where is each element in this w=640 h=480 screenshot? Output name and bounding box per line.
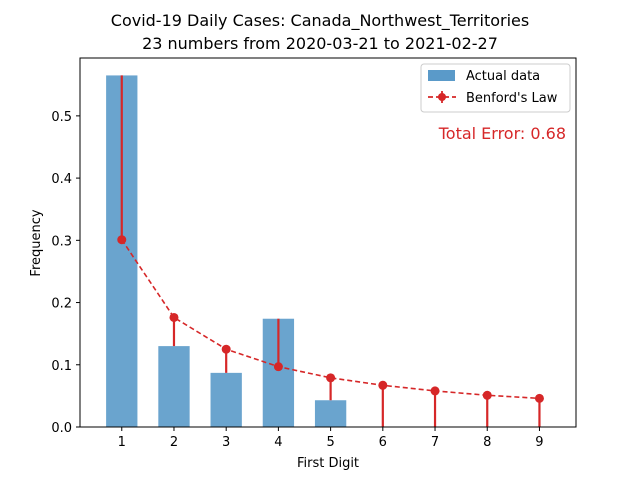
benford-point-digit-2 [169, 312, 179, 322]
y-tick-label: 0.0 [51, 421, 72, 436]
legend-benford-marker [438, 93, 446, 101]
benford-point-digit-1 [117, 235, 127, 245]
benford-point-digit-8 [482, 390, 492, 400]
benford-dashed-line [121, 239, 540, 400]
benford-point-digit-3 [221, 344, 231, 354]
x-tick-label: 7 [431, 435, 439, 450]
y-tick-label: 0.4 [51, 172, 72, 187]
y-axis-ticks: 0.0 0.1 0.2 0.3 0.4 0.5 [51, 110, 80, 436]
benford-point-digit-4 [273, 362, 283, 372]
bar-digit-3 [210, 372, 242, 427]
benford-line [117, 235, 544, 403]
benford-point-digit-5 [326, 373, 336, 383]
bar-digit-5 [314, 400, 347, 427]
legend-benford-label: Benford's Law [466, 91, 558, 106]
x-tick-label: 3 [222, 435, 230, 450]
x-tick-label: 1 [118, 435, 126, 450]
plot-frame [79, 57, 577, 428]
x-axis-label: First Digit [297, 456, 359, 471]
x-axis-ticks: 1 2 3 4 5 6 7 8 9 [118, 427, 544, 450]
benford-point-digit-6 [378, 380, 388, 390]
y-axis-label: Frequency [29, 209, 44, 276]
bar-digit-2 [158, 346, 190, 427]
y-tick-label: 0.2 [51, 297, 72, 312]
legend-bar-swatch [428, 70, 455, 81]
total-error-annotation: Total Error: 0.68 [438, 124, 566, 143]
y-tick-label: 0.1 [51, 359, 72, 374]
x-tick-label: 2 [170, 435, 178, 450]
legend-actual-data-label: Actual data [466, 69, 540, 84]
legend-box [420, 63, 571, 113]
x-tick-label: 4 [274, 435, 282, 450]
benford-point-digit-9 [534, 393, 544, 403]
benford-point-digit-7 [430, 386, 440, 396]
x-tick-label: 6 [379, 435, 387, 450]
x-tick-label: 9 [535, 435, 543, 450]
legend: Actual data Benford's Law [420, 63, 571, 113]
y-tick-label: 0.5 [51, 110, 72, 125]
x-tick-label: 8 [483, 435, 491, 450]
x-tick-label: 5 [326, 435, 334, 450]
chart-subtitle: 23 numbers from 2020-03-21 to 2021-02-27 [142, 34, 498, 53]
chart-title: Covid-19 Daily Cases: Canada_Northwest_T… [110, 11, 530, 30]
y-tick-label: 0.3 [51, 234, 72, 249]
